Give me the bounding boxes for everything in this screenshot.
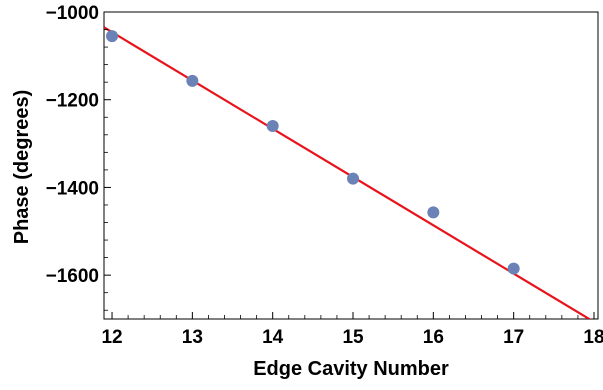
plot-border (103, 11, 599, 320)
y-ticks: −1000 −1200 −1400 −1600 (46, 3, 111, 311)
x-tick-label: 12 (101, 327, 122, 348)
x-tick-label: 17 (503, 327, 524, 348)
points-layer (106, 30, 520, 275)
x-axis-label: Edge Cavity Number (253, 358, 449, 380)
data-point (186, 74, 199, 87)
data-point (106, 30, 119, 43)
data-point (427, 206, 440, 219)
y-axis-label: Phase (degrees) (11, 90, 33, 245)
y-tick-label: −1400 (46, 178, 99, 199)
y-tick-label: −1600 (46, 266, 99, 287)
x-ticks: 12 13 14 15 16 17 18 (101, 312, 603, 348)
x-tick-label: 15 (342, 327, 364, 348)
data-point (347, 172, 360, 185)
plot-frame (103, 11, 599, 320)
x-tick-label: 14 (262, 327, 284, 348)
x-tick-label: 16 (423, 327, 444, 348)
data-point (507, 262, 520, 275)
x-tick-label: 18 (583, 327, 603, 348)
y-tick-label: −1200 (46, 91, 99, 112)
y-tick-label: −1000 (46, 3, 99, 24)
x-tick-label: 13 (182, 327, 203, 348)
data-point (266, 120, 279, 133)
